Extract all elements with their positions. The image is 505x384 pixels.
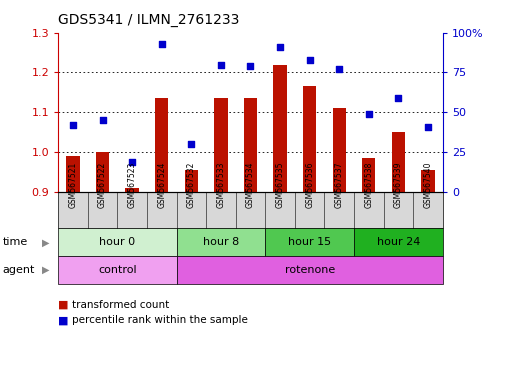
Text: hour 0: hour 0 — [99, 237, 135, 247]
Text: GSM567536: GSM567536 — [305, 162, 314, 209]
Point — [98, 117, 107, 123]
Text: transformed count: transformed count — [72, 300, 169, 310]
Bar — [125, 188, 138, 192]
Bar — [332, 108, 345, 192]
Text: ▶: ▶ — [42, 265, 49, 275]
Bar — [184, 170, 197, 192]
Text: GSM567532: GSM567532 — [186, 162, 195, 209]
Text: GSM567537: GSM567537 — [334, 162, 343, 209]
Text: GSM567533: GSM567533 — [216, 162, 225, 209]
Point — [334, 66, 342, 72]
Text: hour 8: hour 8 — [203, 237, 238, 247]
Text: GSM567535: GSM567535 — [275, 162, 284, 209]
Text: GSM567524: GSM567524 — [157, 162, 166, 209]
Point — [246, 63, 254, 69]
Text: GDS5341 / ILMN_2761233: GDS5341 / ILMN_2761233 — [58, 13, 239, 27]
Text: GSM567534: GSM567534 — [245, 162, 255, 209]
Bar — [243, 98, 257, 192]
Point — [217, 61, 225, 68]
Point — [275, 44, 283, 50]
Text: ■: ■ — [58, 315, 69, 325]
Bar — [421, 170, 434, 192]
Bar — [273, 65, 286, 192]
Point — [393, 95, 401, 101]
Point — [364, 111, 372, 117]
Text: rotenone: rotenone — [284, 265, 334, 275]
Bar — [391, 132, 404, 192]
Bar — [96, 152, 109, 192]
Text: control: control — [98, 265, 136, 275]
Point — [128, 159, 136, 165]
Text: hour 15: hour 15 — [287, 237, 331, 247]
Bar — [214, 98, 227, 192]
Bar — [362, 158, 375, 192]
Text: time: time — [3, 237, 28, 247]
Point — [158, 41, 166, 47]
Bar — [302, 86, 316, 192]
Text: GSM567521: GSM567521 — [68, 162, 77, 209]
Text: GSM567523: GSM567523 — [127, 162, 136, 209]
Text: ▶: ▶ — [42, 237, 49, 247]
Text: agent: agent — [3, 265, 35, 275]
Point — [187, 141, 195, 147]
Point — [305, 57, 313, 63]
Text: GSM567538: GSM567538 — [364, 162, 373, 209]
Bar — [66, 156, 79, 192]
Text: ■: ■ — [58, 300, 69, 310]
Bar — [155, 98, 168, 192]
Point — [423, 124, 431, 130]
Text: GSM567539: GSM567539 — [393, 162, 402, 209]
Text: GSM567540: GSM567540 — [423, 162, 432, 209]
Text: hour 24: hour 24 — [376, 237, 419, 247]
Point — [69, 122, 77, 128]
Text: percentile rank within the sample: percentile rank within the sample — [72, 315, 248, 325]
Text: GSM567522: GSM567522 — [98, 162, 107, 209]
